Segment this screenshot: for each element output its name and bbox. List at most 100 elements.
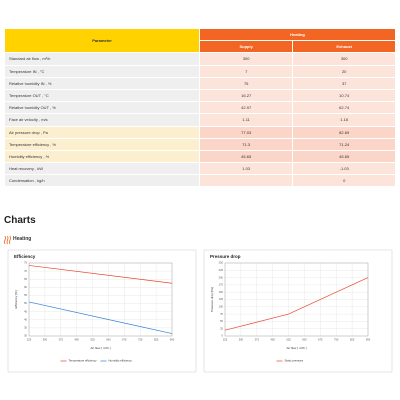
value-cell: 20 <box>292 64 396 78</box>
parameter-cell: Condensation , kg/h <box>4 174 200 188</box>
parameter-cell: Heat recovery , kW <box>4 162 200 176</box>
table-row: Heat recovery , kW 1.03 -1.03 <box>4 162 396 176</box>
series-line <box>28 265 173 284</box>
y-tick-label: 35 <box>24 326 27 330</box>
value-cell <box>198 174 294 188</box>
table-body: Standard air flow , m³/h 300 300 Temperatur… <box>4 52 396 188</box>
y-tick-label: 55 <box>24 293 27 297</box>
y-tick-label: 0 <box>222 334 224 338</box>
value-cell: 300 <box>198 52 294 66</box>
value-cell: 82.69 <box>292 125 396 139</box>
parameter-cell: Face air velocity , m/s <box>4 113 200 127</box>
value-cell: 16.27 <box>198 88 294 103</box>
series-line <box>224 277 369 331</box>
value-cell: 42.97 <box>198 101 294 115</box>
table-row: Standard air flow , m³/h 300 300 <box>4 52 396 66</box>
x-tick-label: 750 <box>138 338 143 342</box>
table-row: Temperature efficiency , % 71.3 71.24 <box>4 137 396 151</box>
y-tick-label: 30 <box>24 334 27 338</box>
parameter-cell: Standard air flow , m³/h <box>4 52 200 66</box>
parameter-cell: Relative humidity IN , % <box>4 76 200 90</box>
table-row: Relative humidity IN , % 75 37 <box>4 76 396 90</box>
y-tick-label: 40 <box>24 317 27 321</box>
table-row: Face air velocity , m/s 1.11 1.16 <box>4 113 396 127</box>
x-tick-label: 750 <box>334 338 339 342</box>
y-tick-label: 65 <box>24 277 27 281</box>
header-cell: Supply <box>198 40 294 54</box>
y-tick-label: 45 <box>24 309 27 313</box>
value-cell: 7 <box>198 64 294 78</box>
table-row: Condensation , kg/h 0 <box>4 174 396 188</box>
y-tick-label: 125 <box>219 297 224 301</box>
y-tick-label: 50 <box>220 319 223 323</box>
legend-label: Static pressure <box>285 359 304 363</box>
value-cell: 0 <box>292 174 396 188</box>
value-cell: 45.65 <box>292 149 396 164</box>
value-cell: 37 <box>292 76 396 90</box>
y-tick-label: 200 <box>219 275 224 279</box>
chart-title: Efficiency <box>14 254 36 259</box>
x-tick-label: 675 <box>318 338 323 342</box>
y-tick-label: 250 <box>219 261 224 265</box>
value-cell: 75 <box>198 76 294 90</box>
chart-frame <box>7 249 197 373</box>
value-cell: -1.03 <box>292 162 396 176</box>
plot-area <box>224 262 369 337</box>
x-tick-label: 900 <box>366 338 371 342</box>
x-tick-label: 375 <box>255 338 260 342</box>
y-tick-label: 75 <box>220 312 223 316</box>
value-cell: 10.74 <box>292 88 396 103</box>
y-tick-label: 60 <box>24 285 27 289</box>
plot-area <box>28 262 173 337</box>
value-cell: 1.03 <box>198 162 294 176</box>
x-axis-label: Air flow [ m³/h ] <box>286 346 306 350</box>
x-tick-label: 525 <box>90 338 95 342</box>
parameter-cell: Temperature efficiency , % <box>4 137 200 151</box>
x-tick-label: 300 <box>239 338 244 342</box>
y-tick-label: 150 <box>219 290 224 294</box>
y-tick-label: 70 <box>24 269 27 273</box>
x-tick-label: 675 <box>122 338 127 342</box>
header-cell: Exhaust <box>292 40 396 54</box>
y-tick-label: 25 <box>220 326 223 330</box>
x-tick-label: 375 <box>59 338 64 342</box>
value-cell: 1.16 <box>292 113 396 127</box>
y-tick-label: 100 <box>219 304 224 308</box>
table-row: Humidity efficiency , % 45.65 45.65 <box>4 149 396 164</box>
y-axis-label: Efficiency [%] <box>14 290 18 308</box>
x-tick-label: 450 <box>271 338 276 342</box>
x-tick-label: 600 <box>106 338 111 342</box>
legend-label: Humidity efficiency <box>109 359 133 363</box>
value-cell: 300 <box>292 52 396 66</box>
x-tick-label: 600 <box>302 338 307 342</box>
x-axis-label: Air flow [ m³/h ] <box>90 346 110 350</box>
parameter-cell: Air pressure drop , Pa <box>4 125 200 139</box>
results-table: Parameter Heating Supply Exhaust Standar… <box>4 27 396 188</box>
x-tick-label: 450 <box>75 338 80 342</box>
sub-heading: Heating <box>13 236 32 242</box>
table-row: Air pressure drop , Pa 77.03 82.69 <box>4 125 396 139</box>
section-heading: Charts <box>4 215 36 226</box>
y-axis-label: Pressure drop [Pa] <box>210 287 214 312</box>
chart-title: Pressure drop <box>210 254 241 259</box>
parameter-cell: Temperature IN , °C <box>4 64 200 78</box>
value-cell: 1.11 <box>198 113 294 127</box>
y-tick-label: 175 <box>219 283 224 287</box>
parameter-cell: Relative humidity OUT , % <box>4 101 200 115</box>
legend-label: Temperature efficiency <box>69 359 98 363</box>
x-tick-label: 825 <box>350 338 355 342</box>
x-tick-label: 825 <box>154 338 159 342</box>
x-tick-label: 300 <box>43 338 48 342</box>
value-cell: 71.3 <box>198 137 294 151</box>
value-cell: 71.24 <box>292 137 396 151</box>
header-cell: Heating <box>199 27 396 42</box>
value-cell: 62.74 <box>292 101 396 115</box>
x-tick-label: 225 <box>223 338 228 342</box>
header-cell: Parameter <box>4 27 200 54</box>
x-tick-label: 900 <box>170 338 175 342</box>
y-tick-label: 50 <box>24 301 27 305</box>
table-row: Temperature OUT , °C 16.27 10.74 <box>4 88 396 103</box>
value-cell: 45.65 <box>198 149 294 164</box>
chart-frame <box>203 249 393 373</box>
parameter-cell: Temperature OUT , °C <box>4 88 200 103</box>
